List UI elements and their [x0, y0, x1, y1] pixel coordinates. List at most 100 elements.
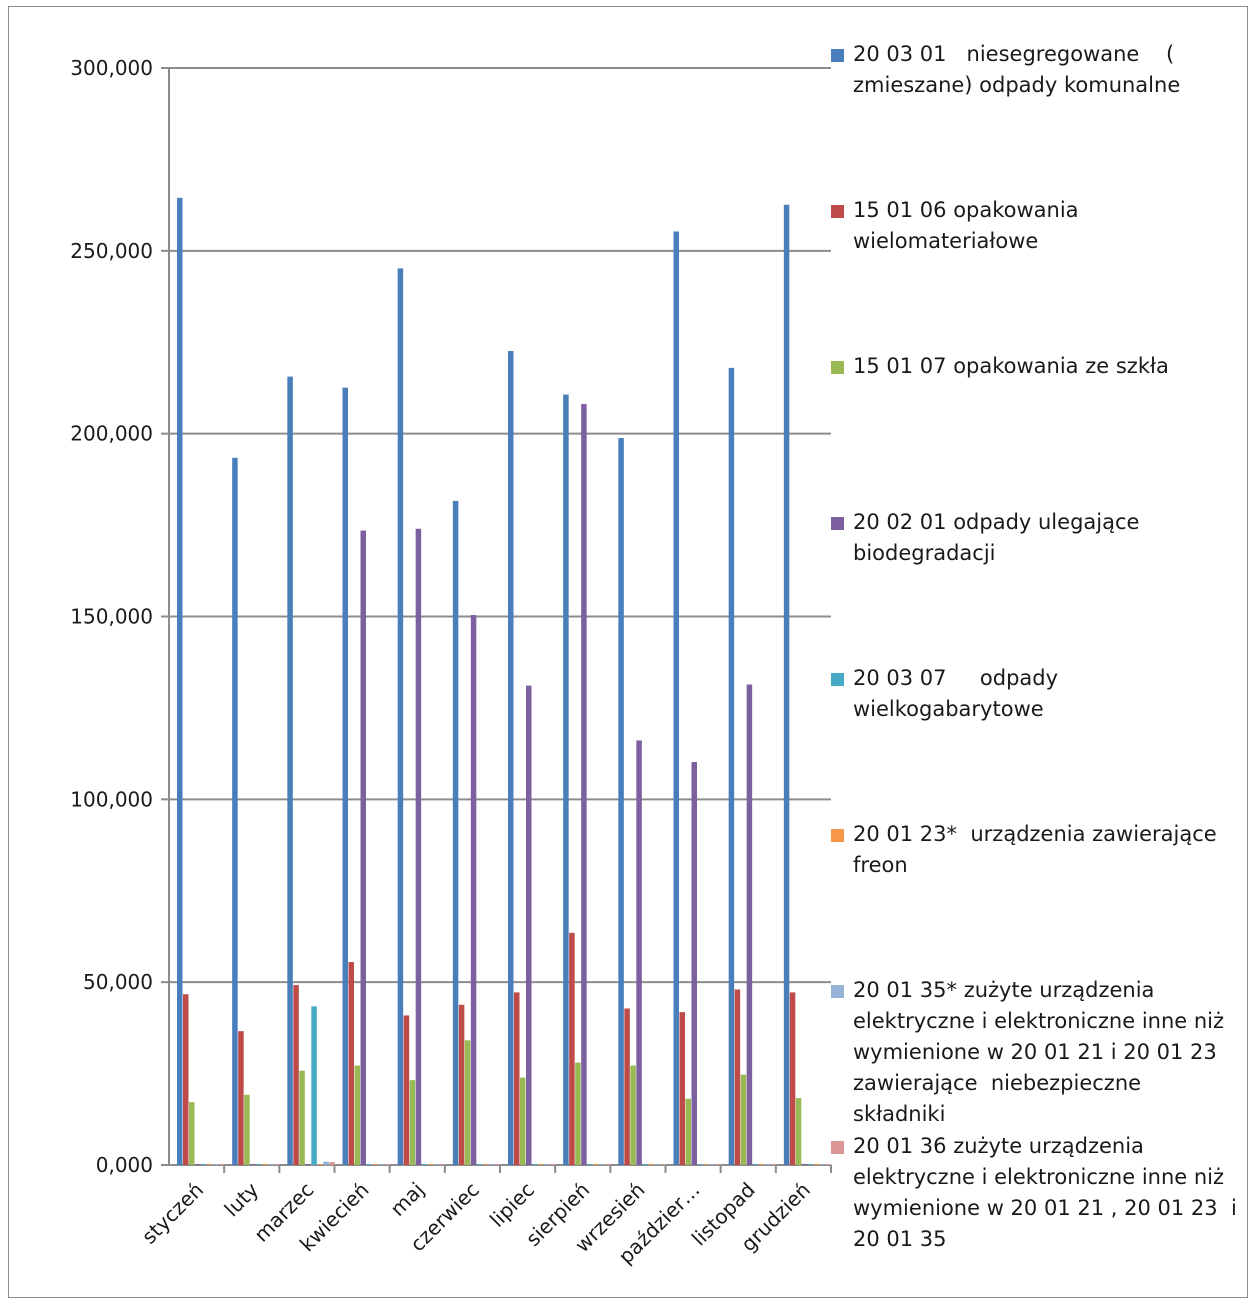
bar	[470, 615, 477, 1165]
bar	[250, 1164, 256, 1165]
bar	[195, 1164, 201, 1165]
bar	[526, 685, 532, 1165]
bar	[287, 376, 293, 1165]
bar	[642, 1164, 648, 1165]
chart-frame: 0,000 50,000 100,000 150,000 200,000 250,000 3…	[8, 6, 1248, 1298]
bar	[795, 1098, 802, 1165]
bar	[740, 1074, 747, 1165]
bar	[813, 1164, 820, 1165]
gridlines	[169, 67, 831, 984]
legend-label: 20 02 01 odpady ulegające biodegradacji	[853, 510, 1140, 565]
bar	[789, 992, 796, 1165]
y-tick-label: 250,000	[70, 239, 153, 263]
bar	[183, 994, 189, 1165]
bar	[715, 1164, 721, 1165]
bar	[746, 684, 753, 1165]
y-tick-labels: 0,000 50,000 100,000 150,000 200,000 250,000 3…	[70, 56, 153, 1177]
bar	[679, 1012, 685, 1165]
bar	[648, 1164, 654, 1165]
bar	[348, 962, 354, 1165]
bar	[587, 1164, 593, 1165]
bar	[201, 1164, 207, 1165]
bar	[293, 985, 299, 1165]
bar	[734, 989, 741, 1165]
legend-swatch	[831, 1141, 844, 1154]
bar	[728, 367, 735, 1165]
bar	[268, 1164, 274, 1165]
bar-chart: 0,000 50,000 100,000 150,000 200,000 250,000 3…	[70, 56, 832, 1269]
bar	[532, 1164, 538, 1165]
bar	[397, 268, 404, 1165]
bar	[366, 1164, 372, 1165]
bar	[464, 1040, 471, 1165]
bar	[433, 1164, 440, 1165]
bar	[262, 1164, 268, 1165]
bar	[569, 932, 575, 1165]
bar	[685, 1098, 691, 1165]
bar	[409, 1080, 416, 1165]
legend-label: 20 03 01 niesegregowane ( zmieszane) odp…	[853, 42, 1181, 97]
bar	[311, 1006, 317, 1165]
bar	[256, 1164, 262, 1165]
legend-label: 20 01 35* zużyte urządzenia elektryczne …	[853, 978, 1225, 1126]
bar	[575, 1062, 581, 1165]
bar	[427, 1164, 434, 1165]
bar	[538, 1164, 544, 1165]
bar	[189, 1102, 195, 1165]
bar	[299, 1070, 305, 1165]
bar	[274, 1164, 280, 1165]
bar	[342, 387, 348, 1165]
bar	[807, 1164, 814, 1165]
bar	[709, 1164, 715, 1165]
bar	[770, 1164, 777, 1165]
bar	[458, 1004, 465, 1165]
bar	[508, 351, 514, 1165]
legend-label: 20 01 36 zużyte urządzenia elektryczne i…	[853, 1134, 1237, 1251]
bar	[825, 1164, 832, 1165]
bar	[697, 1164, 703, 1165]
legend-swatch	[831, 205, 844, 218]
bar	[593, 1164, 599, 1165]
bar	[783, 204, 790, 1165]
x-tick-label: styczeń	[137, 1178, 208, 1249]
bar	[758, 1164, 765, 1165]
bar	[563, 394, 569, 1165]
bar	[207, 1164, 213, 1165]
bar	[415, 528, 422, 1165]
legend-swatch	[831, 829, 844, 842]
bar	[752, 1164, 759, 1165]
bar	[323, 1161, 329, 1165]
legend-swatch	[831, 49, 844, 62]
legend-swatch	[831, 517, 844, 530]
bar	[764, 1164, 771, 1165]
bar	[660, 1164, 666, 1165]
bar	[654, 1164, 660, 1165]
bars	[177, 197, 832, 1166]
legend-swatch	[831, 361, 844, 374]
bar	[378, 1164, 384, 1165]
bar	[550, 1164, 556, 1165]
bar	[494, 1164, 501, 1165]
bar	[244, 1094, 250, 1165]
bar	[232, 457, 238, 1165]
bar	[317, 1164, 323, 1165]
legend-label: 15 01 06 opakowania wielomateriałowe	[853, 198, 1079, 253]
bar	[630, 1065, 636, 1165]
bar	[514, 992, 520, 1165]
bar	[421, 1164, 428, 1165]
bar	[305, 1164, 311, 1165]
bar	[488, 1164, 495, 1165]
bar	[452, 500, 459, 1165]
legend-label: 20 03 07 odpady wielkogabarytowe	[853, 666, 1059, 721]
bar	[372, 1164, 378, 1165]
bar	[691, 762, 697, 1165]
bar	[403, 1015, 410, 1165]
bar	[219, 1164, 225, 1165]
bar	[360, 530, 366, 1165]
x-tick-label: maj	[385, 1178, 428, 1221]
bar	[329, 1162, 335, 1165]
bar	[177, 197, 183, 1166]
legend-swatch	[831, 985, 844, 998]
bar	[703, 1164, 709, 1165]
